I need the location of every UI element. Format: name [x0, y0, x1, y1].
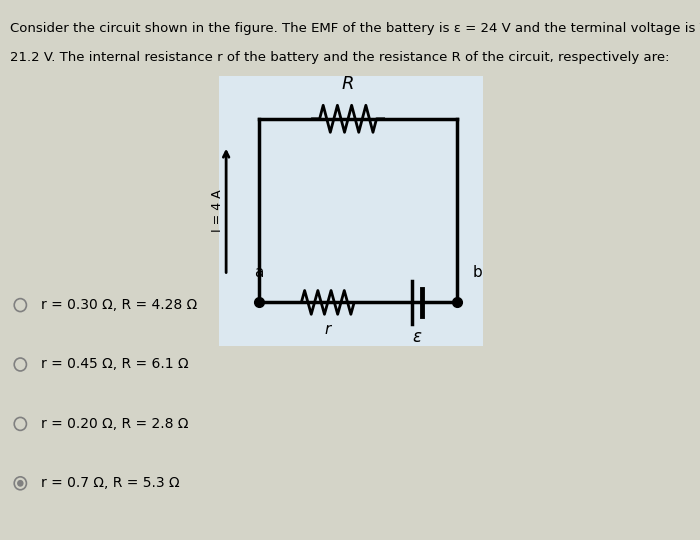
Circle shape: [18, 481, 23, 486]
Text: a: a: [255, 265, 264, 280]
Text: r = 0.7 Ω, R = 5.3 Ω: r = 0.7 Ω, R = 5.3 Ω: [41, 476, 179, 490]
Text: 21.2 V. The internal resistance r of the battery and the resistance R of the cir: 21.2 V. The internal resistance r of the…: [10, 51, 670, 64]
Text: r = 0.30 Ω, R = 4.28 Ω: r = 0.30 Ω, R = 4.28 Ω: [41, 298, 197, 312]
FancyBboxPatch shape: [218, 76, 483, 346]
Text: r = 0.45 Ω, R = 6.1 Ω: r = 0.45 Ω, R = 6.1 Ω: [41, 357, 188, 372]
Text: Consider the circuit shown in the figure. The EMF of the battery is ε = 24 V and: Consider the circuit shown in the figure…: [10, 22, 700, 35]
Text: r = 0.20 Ω, R = 2.8 Ω: r = 0.20 Ω, R = 2.8 Ω: [41, 417, 188, 431]
Text: R: R: [342, 75, 354, 93]
Text: r: r: [325, 322, 331, 337]
Text: b: b: [473, 265, 482, 280]
Text: I = 4 A: I = 4 A: [211, 190, 223, 232]
Text: ε: ε: [412, 328, 421, 347]
